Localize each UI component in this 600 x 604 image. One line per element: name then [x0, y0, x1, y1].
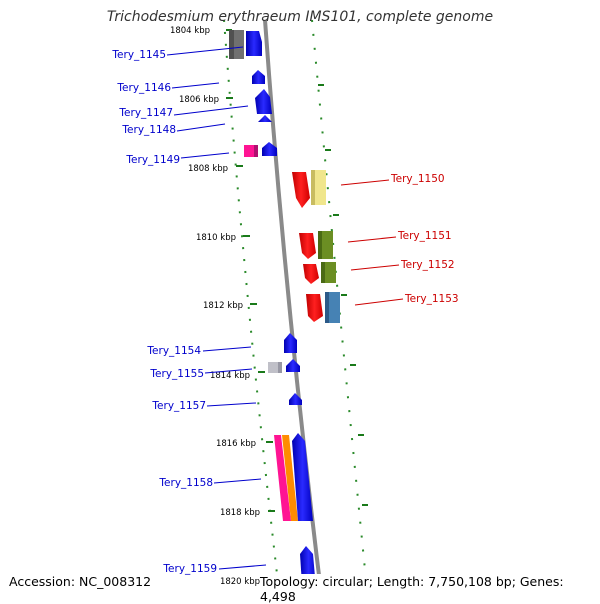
gene-arrow [255, 89, 272, 114]
gene-label[interactable]: Tery_1149 [125, 154, 180, 166]
gene-arrow [289, 393, 302, 405]
gene-arrow [284, 333, 297, 353]
accession-text: Accession: NC_008312 [9, 574, 152, 589]
tick-label: 1814 kbp [210, 371, 250, 381]
topology-text: Topology: circular; Length: 7,750,108 bp… [260, 574, 600, 604]
gene-label[interactable]: Tery_1157 [151, 400, 206, 412]
gene-arrow [258, 115, 272, 122]
gene-block [254, 145, 258, 157]
tick-label: 1804 kbp [170, 26, 210, 36]
gene-arrow [303, 264, 319, 284]
gene-label[interactable]: Tery_1150 [390, 173, 445, 185]
leader-lines-left [166, 46, 267, 570]
gene-label[interactable]: Tery_1148 [121, 124, 176, 136]
tick-label: 1818 kbp [220, 508, 260, 518]
tick-label: 1816 kbp [216, 439, 256, 449]
gene-block [318, 231, 322, 259]
gene-arrow [252, 70, 265, 84]
gene-block [268, 362, 282, 373]
gene-label[interactable]: Tery_1147 [118, 107, 173, 119]
gene-block [325, 292, 329, 323]
gene-label[interactable]: Tery_1151 [397, 230, 452, 242]
gene-label[interactable]: Tery_1154 [146, 345, 201, 357]
gene-arrow [299, 233, 316, 259]
gene-arrow [262, 142, 277, 156]
gene-block [321, 262, 325, 283]
gene-label[interactable]: Tery_1158 [158, 477, 213, 489]
tick-label: 1810 kbp [196, 233, 236, 243]
tick-label: 1812 kbp [203, 301, 243, 311]
map-title: Trichodesmium erythraeum IMS101, complet… [106, 9, 494, 25]
gene-label[interactable]: Tery_1153 [404, 293, 459, 305]
tick-marks [226, 29, 368, 581]
gene-label[interactable]: Tery_1155 [149, 368, 204, 380]
gene-features-right [292, 170, 340, 323]
tick-label: 1808 kbp [188, 164, 228, 174]
gene-arrow [292, 433, 313, 521]
gene-block [278, 362, 282, 373]
gene-arrow [292, 172, 310, 208]
gene-arrow [306, 294, 323, 322]
gene-label[interactable]: Tery_1159 [162, 563, 217, 575]
gene-block [229, 30, 234, 59]
gene-block [274, 435, 291, 521]
gene-block [311, 170, 315, 205]
leader-lines-right [340, 179, 404, 306]
gene-label[interactable]: Tery_1146 [116, 82, 171, 94]
tick-label: 1820 kbp [220, 577, 260, 587]
tick-label: 1806 kbp [179, 95, 219, 105]
gene-block [282, 435, 298, 521]
gene-label[interactable]: Tery_1145 [111, 49, 166, 61]
gene-arrow [246, 31, 262, 56]
gene-label[interactable]: Tery_1152 [400, 259, 455, 271]
gene-arrow [286, 359, 300, 372]
